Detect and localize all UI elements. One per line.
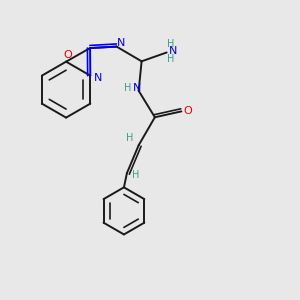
Text: H: H xyxy=(126,133,134,143)
Text: O: O xyxy=(184,106,192,116)
Text: H: H xyxy=(167,54,175,64)
Text: H: H xyxy=(167,39,175,49)
Text: H: H xyxy=(132,170,140,180)
Text: N: N xyxy=(169,46,177,56)
Text: O: O xyxy=(63,50,72,60)
Text: N: N xyxy=(94,73,103,83)
Text: N: N xyxy=(133,83,141,93)
Text: N: N xyxy=(117,38,125,48)
Text: H: H xyxy=(124,83,131,93)
